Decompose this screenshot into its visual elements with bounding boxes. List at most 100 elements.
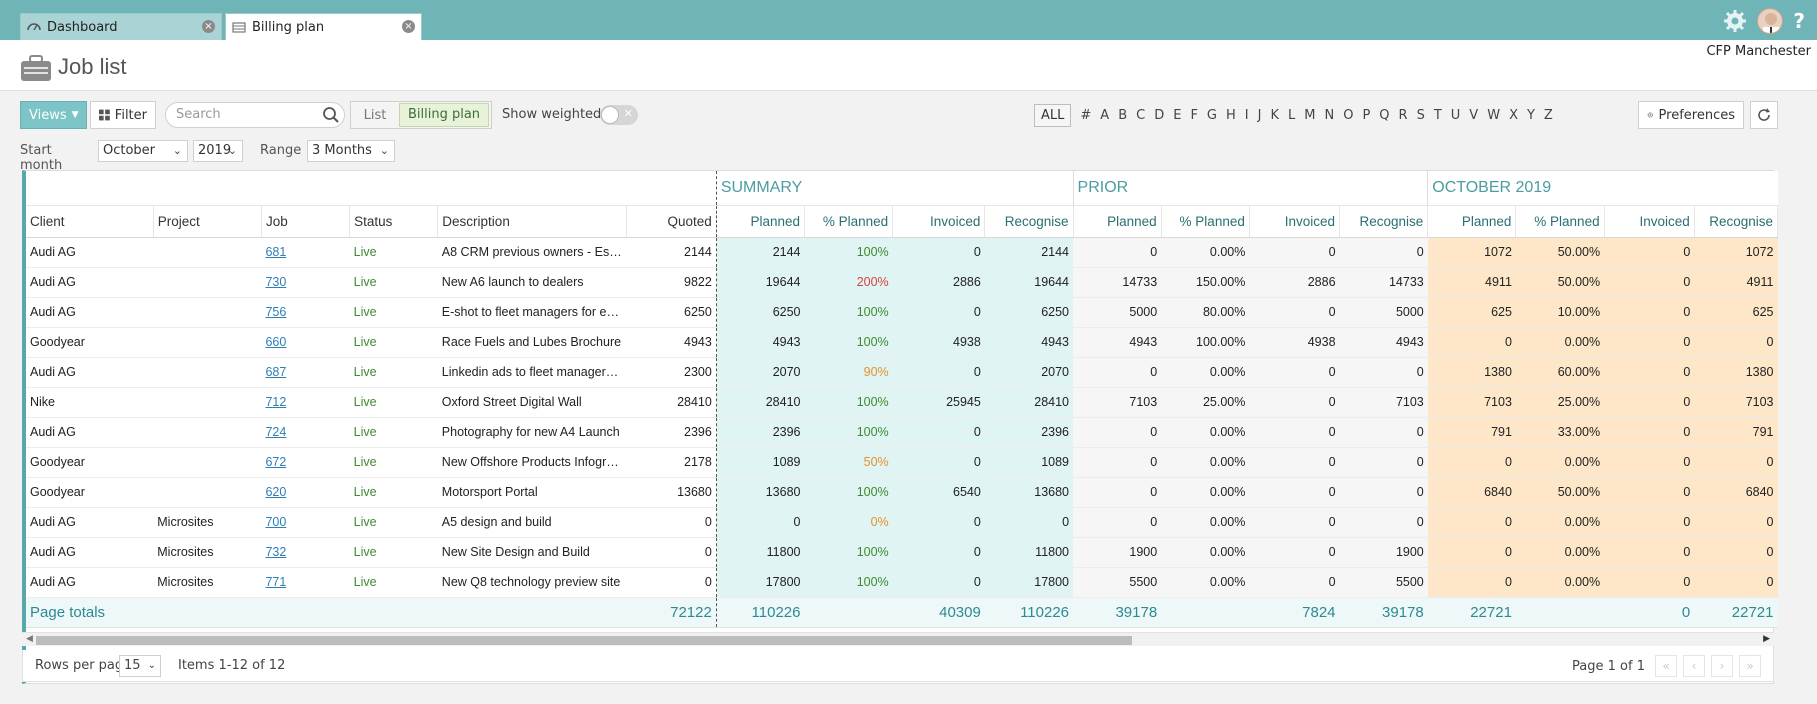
alpha-letter[interactable]: X: [1509, 107, 1518, 123]
first-page-icon[interactable]: «: [1655, 655, 1677, 677]
col-oct-recognise[interactable]: Recognise: [1694, 205, 1779, 238]
col-status[interactable]: Status: [349, 205, 439, 238]
alpha-letter[interactable]: K: [1270, 107, 1279, 123]
alpha-letter[interactable]: P: [1362, 107, 1371, 123]
scroll-right-icon[interactable]: ▶: [1763, 634, 1770, 644]
alpha-letter[interactable]: S: [1416, 107, 1425, 123]
job-link[interactable]: 660: [265, 335, 287, 349]
job-link[interactable]: 700: [265, 515, 287, 529]
table-row[interactable]: Audi AG 687 Live Linkedin ads to fleet mana…: [26, 357, 1778, 388]
scrollbar-thumb[interactable]: [36, 636, 1132, 645]
alpha-letter[interactable]: Y: [1526, 107, 1535, 123]
filter-button[interactable]: Filter: [90, 101, 156, 129]
alpha-letter[interactable]: E: [1173, 107, 1182, 123]
col-project[interactable]: Project: [153, 205, 262, 238]
views-button[interactable]: Views ▼: [20, 101, 87, 129]
alpha-all[interactable]: ALL: [1034, 103, 1072, 127]
col-description[interactable]: Description: [437, 205, 627, 238]
close-icon[interactable]: ×: [202, 20, 215, 33]
scroll-left-icon[interactable]: ◀: [26, 634, 33, 644]
tab-billing-plan[interactable]: Billing plan ×: [225, 13, 422, 40]
alpha-letter[interactable]: D: [1154, 107, 1165, 123]
total-oct-invoiced: 0: [1604, 597, 1695, 628]
alpha-letter[interactable]: O: [1343, 107, 1354, 123]
job-link[interactable]: 730: [265, 275, 287, 289]
alpha-letter[interactable]: Q: [1379, 107, 1390, 123]
col-prior-invoiced[interactable]: Invoiced: [1249, 205, 1341, 238]
col-prior-planned[interactable]: Planned: [1073, 205, 1162, 238]
avatar[interactable]: [1757, 8, 1784, 34]
alpha-letter[interactable]: J: [1257, 107, 1262, 123]
alpha-letter[interactable]: W: [1487, 107, 1501, 123]
alpha-letter[interactable]: H: [1226, 107, 1236, 123]
company-name[interactable]: CFP Manchester: [1706, 44, 1811, 59]
alpha-letter[interactable]: V: [1469, 107, 1479, 123]
job-link[interactable]: 620: [265, 485, 287, 499]
table-row[interactable]: Audi AG Microsites 700 Live A5 design and bu…: [26, 507, 1778, 538]
job-link[interactable]: 681: [265, 245, 287, 259]
table-row[interactable]: Audi AG 756 Live E-shot to fleet managers f…: [26, 297, 1778, 328]
table-row[interactable]: Audi AG 724 Live Photography for new A4 Lau…: [26, 417, 1778, 448]
job-link[interactable]: 712: [265, 395, 287, 409]
alpha-letter[interactable]: T: [1433, 107, 1442, 123]
alpha-letter[interactable]: G: [1206, 107, 1217, 123]
gear-icon[interactable]: [1723, 9, 1747, 33]
next-page-icon[interactable]: ›: [1711, 655, 1733, 677]
job-link[interactable]: 724: [265, 425, 287, 439]
col-oct-pct-planned[interactable]: % Planned: [1515, 205, 1605, 238]
alpha-letter[interactable]: F: [1190, 107, 1198, 123]
prev-page-icon[interactable]: ‹: [1683, 655, 1705, 677]
alpha-letter[interactable]: I: [1244, 107, 1249, 123]
table-row[interactable]: Audi AG 681 Live A8 CRM previous owners - E…: [26, 237, 1778, 268]
col-summary-pct-planned[interactable]: % Planned: [804, 205, 894, 238]
table-row[interactable]: Audi AG 730 Live New A6 launch to dealers 98…: [26, 267, 1778, 298]
alpha-letter[interactable]: A: [1100, 107, 1110, 123]
col-summary-planned[interactable]: Planned: [716, 205, 806, 238]
col-prior-pct-planned[interactable]: % Planned: [1161, 205, 1250, 238]
range-select[interactable]: 3 Months ⌄: [307, 140, 395, 162]
table-row[interactable]: Goodyear 660 Live Race Fuels and Lubes Broc…: [26, 327, 1778, 358]
alpha-letter[interactable]: B: [1118, 107, 1128, 123]
horizontal-scrollbar[interactable]: ◀ ▶: [22, 632, 1774, 646]
preferences-button[interactable]: Preferences: [1638, 101, 1744, 129]
table-row[interactable]: Nike 712 Live Oxford Street Digital Wall 284…: [26, 387, 1778, 418]
search-input[interactable]: Search: [165, 102, 345, 128]
alpha-letter[interactable]: C: [1136, 107, 1146, 123]
col-quoted[interactable]: Quoted: [626, 205, 717, 238]
billing-plan-mode-button[interactable]: Billing plan: [399, 103, 489, 127]
last-page-icon[interactable]: »: [1739, 655, 1761, 677]
refresh-button[interactable]: [1750, 101, 1778, 129]
col-oct-planned[interactable]: Planned: [1427, 205, 1517, 238]
help-icon[interactable]: ?: [1793, 9, 1805, 33]
rows-per-page-select[interactable]: 15 ⌄: [119, 655, 161, 677]
year-select[interactable]: 2019 ⌄: [193, 140, 243, 162]
alpha-letter[interactable]: M: [1304, 107, 1316, 123]
alpha-letter[interactable]: N: [1324, 107, 1335, 123]
alpha-letter[interactable]: U: [1450, 107, 1461, 123]
tab-dashboard[interactable]: Dashboard ×: [20, 13, 222, 40]
alpha-letter[interactable]: R: [1398, 107, 1408, 123]
col-client[interactable]: Client: [26, 205, 154, 238]
start-month-select[interactable]: October ⌄: [98, 140, 188, 162]
alpha-letter[interactable]: L: [1288, 107, 1296, 123]
col-summary-recognise[interactable]: Recognise: [984, 205, 1074, 238]
col-prior-recognise[interactable]: Recognise: [1339, 205, 1429, 238]
close-icon[interactable]: ×: [402, 20, 415, 33]
show-weighted-toggle[interactable]: ✕: [600, 105, 638, 125]
col-oct-invoiced[interactable]: Invoiced: [1604, 205, 1695, 238]
col-job[interactable]: Job: [261, 205, 351, 238]
table-row[interactable]: Goodyear 672 Live New Offshore Products Inf…: [26, 447, 1778, 478]
table-row[interactable]: Audi AG Microsites 771 Live New Q8 technolog…: [26, 567, 1778, 598]
alpha-letter[interactable]: Z: [1543, 107, 1553, 123]
table-row[interactable]: Goodyear 620 Live Motorsport Portal 13680 136…: [26, 477, 1778, 508]
table-row[interactable]: Audi AG Microsites 732 Live New Site Design …: [26, 537, 1778, 568]
search-icon[interactable]: [322, 106, 340, 124]
job-link[interactable]: 687: [265, 365, 287, 379]
job-link[interactable]: 771: [265, 575, 287, 589]
job-link[interactable]: 672: [265, 455, 287, 469]
job-link[interactable]: 756: [265, 305, 287, 319]
list-mode-button[interactable]: List: [363, 107, 387, 123]
col-summary-invoiced[interactable]: Invoiced: [892, 205, 986, 238]
alpha-letter[interactable]: #: [1080, 107, 1092, 123]
job-link[interactable]: 732: [265, 545, 287, 559]
